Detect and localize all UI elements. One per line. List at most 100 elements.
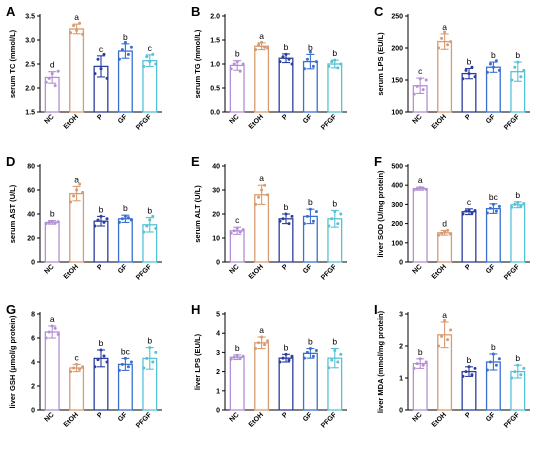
y-tick-label: 100: [391, 110, 403, 117]
x-tick-label: PFGF: [135, 113, 154, 132]
data-point: [105, 217, 109, 221]
y-tick-label: 0.0: [210, 110, 220, 117]
x-tick-label: NC: [44, 411, 56, 423]
data-point: [336, 66, 340, 70]
data-point: [305, 214, 309, 218]
data-point: [446, 338, 450, 342]
data-point: [93, 365, 97, 369]
data-point: [56, 220, 60, 224]
significance-letter: c: [467, 197, 472, 207]
y-tick-label: 0: [399, 260, 403, 267]
y-tick-label: 80: [27, 164, 35, 171]
y-tick-label: 4: [31, 360, 35, 367]
data-point: [81, 365, 85, 369]
data-point: [516, 363, 520, 367]
data-point: [308, 207, 312, 211]
data-point: [446, 43, 450, 47]
data-point: [44, 80, 48, 84]
significance-letter: b: [147, 336, 152, 346]
bar-p: [461, 370, 477, 411]
data-point: [99, 214, 103, 218]
data-point: [443, 30, 447, 34]
significance-letter: b: [147, 206, 152, 216]
data-point: [123, 40, 127, 44]
x-tick-label: GF: [485, 263, 497, 275]
data-point: [229, 231, 233, 235]
significance-letter: b: [99, 204, 104, 214]
x-tick-label: PFGF: [320, 113, 339, 132]
data-point: [333, 348, 337, 352]
significance-letter: b: [235, 343, 240, 353]
y-tick-label: 20: [212, 212, 220, 219]
y-tick-label: 300: [391, 202, 403, 209]
panel-letter: I: [374, 302, 378, 317]
data-point: [123, 214, 127, 218]
data-point: [263, 45, 267, 49]
significance-letter: b: [515, 190, 520, 200]
data-point: [53, 84, 57, 88]
data-point: [263, 343, 267, 347]
panel-letter: A: [6, 4, 16, 19]
significance-letter: b: [308, 337, 313, 347]
x-tick-label: EtOH: [63, 411, 80, 428]
data-point: [311, 354, 315, 358]
bar-pfgf: [510, 204, 526, 263]
data-point: [238, 230, 242, 234]
y-tick-label: 400: [391, 183, 403, 190]
data-point: [519, 75, 523, 79]
data-point: [339, 352, 343, 356]
data-point: [314, 60, 318, 64]
data-point: [437, 344, 441, 348]
bar-pfgf: [327, 63, 343, 113]
data-point: [437, 233, 441, 237]
data-point: [467, 365, 471, 369]
data-point: [336, 222, 340, 226]
bar-nc: [44, 331, 60, 411]
data-point: [99, 348, 103, 352]
data-point: [241, 62, 245, 66]
data-point: [232, 355, 236, 359]
data-point: [126, 216, 130, 220]
data-point: [311, 64, 315, 68]
y-axis-label: liver MDA (mmol/mg protein): [376, 310, 385, 413]
data-point: [117, 220, 121, 224]
data-point: [120, 48, 124, 52]
data-point: [305, 350, 309, 354]
data-point: [278, 219, 282, 223]
y-tick-label: 3: [216, 350, 220, 357]
data-point: [69, 31, 73, 35]
data-point: [327, 366, 331, 370]
data-point: [418, 186, 422, 190]
y-tick-label: 0: [31, 408, 35, 415]
data-point: [333, 58, 337, 62]
data-point: [238, 356, 242, 360]
bar-gf: [117, 50, 133, 113]
y-tick-label: 0: [399, 408, 403, 415]
significance-letter: b: [515, 50, 520, 60]
x-tick-label: NC: [412, 263, 424, 275]
data-point: [99, 67, 103, 71]
data-point: [229, 67, 233, 71]
x-tick-label: GF: [117, 411, 129, 423]
bar-gf: [485, 207, 501, 263]
x-tick-label: EtOH: [63, 113, 80, 130]
data-point: [47, 330, 51, 334]
x-tick-label: P: [281, 263, 289, 271]
data-point: [129, 218, 133, 222]
data-point: [491, 202, 495, 206]
x-tick-label: GF: [485, 411, 497, 423]
data-point: [260, 188, 264, 192]
data-point: [44, 222, 48, 226]
x-tick-label: GF: [302, 411, 314, 423]
data-point: [473, 209, 477, 213]
data-point: [69, 200, 73, 204]
data-point: [470, 373, 474, 377]
bar-etoh: [437, 232, 453, 263]
data-point: [437, 46, 441, 50]
data-point: [142, 366, 146, 370]
significance-letter: d: [50, 60, 55, 70]
data-point: [494, 209, 498, 213]
